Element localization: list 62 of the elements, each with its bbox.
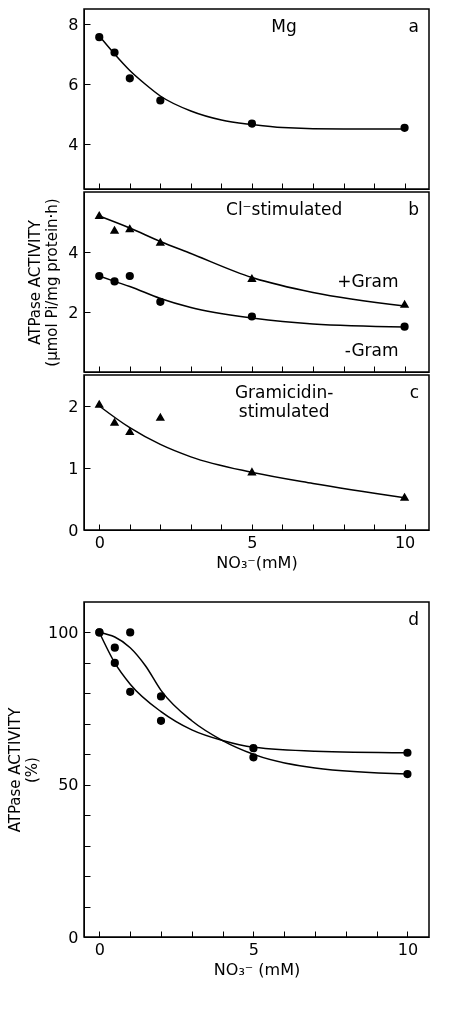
point (156, 238, 165, 246)
point (110, 643, 119, 652)
point (403, 769, 412, 779)
point (110, 226, 119, 234)
point (156, 297, 165, 306)
x-tick-label: 10 (394, 532, 416, 552)
x-tick-label: 0 (94, 532, 105, 552)
point (156, 96, 165, 105)
point (126, 628, 135, 637)
point (247, 274, 257, 283)
y-tick-label: 1 (68, 458, 79, 478)
x-tick-label: 0 (94, 939, 105, 959)
point (156, 692, 166, 701)
point (125, 427, 134, 436)
point (110, 277, 119, 286)
annotation: a (408, 16, 419, 36)
x-tick-label: 5 (247, 532, 258, 552)
point (126, 687, 135, 696)
point (110, 48, 119, 57)
point (400, 493, 409, 501)
y-tick-label: 2 (68, 396, 79, 416)
point (110, 418, 119, 426)
point (125, 271, 134, 281)
annotation: d (408, 609, 419, 629)
y-tick-label: 4 (68, 134, 79, 154)
annotation: Cl⁻stimulated (226, 199, 343, 219)
annotation: b (408, 199, 419, 219)
y-axis-title: ATPase ACTIVITY (%) (5, 706, 41, 833)
x-tick-label: 10 (397, 939, 419, 959)
annotation: Mg (271, 16, 297, 36)
point (156, 413, 165, 421)
y-tick-label: 8 (68, 14, 79, 34)
x-tick-label: 5 (248, 939, 260, 959)
point (125, 224, 134, 233)
point (247, 312, 257, 321)
point (403, 748, 412, 757)
point (110, 658, 119, 668)
x-axis-title: NO₃⁻(mM) (216, 552, 298, 572)
point (247, 119, 257, 128)
y-tick-label: 50 (58, 775, 79, 795)
y-tick-label: 6 (68, 74, 79, 94)
point (95, 33, 104, 42)
series-label: -Gram (344, 339, 399, 360)
y-tick-label: 2 (68, 302, 79, 322)
point (156, 716, 166, 725)
y-tick-label: 100 (47, 622, 79, 642)
point (249, 744, 258, 753)
point (125, 74, 134, 83)
point (400, 123, 409, 132)
series-label: +Gram (337, 271, 399, 292)
point (249, 753, 258, 762)
point (95, 400, 104, 408)
y-tick-label: 4 (68, 242, 79, 262)
y-axis-title: ATPase ACTIVITY (µmol Pi/mg protein·h) (26, 198, 62, 367)
point (95, 271, 104, 281)
point (95, 211, 104, 220)
point (400, 300, 409, 308)
point (247, 468, 257, 476)
annotation: c (409, 382, 419, 402)
point (400, 322, 409, 331)
x-axis-title: NO₃⁻ (mM) (213, 959, 301, 979)
annotation: Gramicidin- stimulated (234, 382, 334, 421)
